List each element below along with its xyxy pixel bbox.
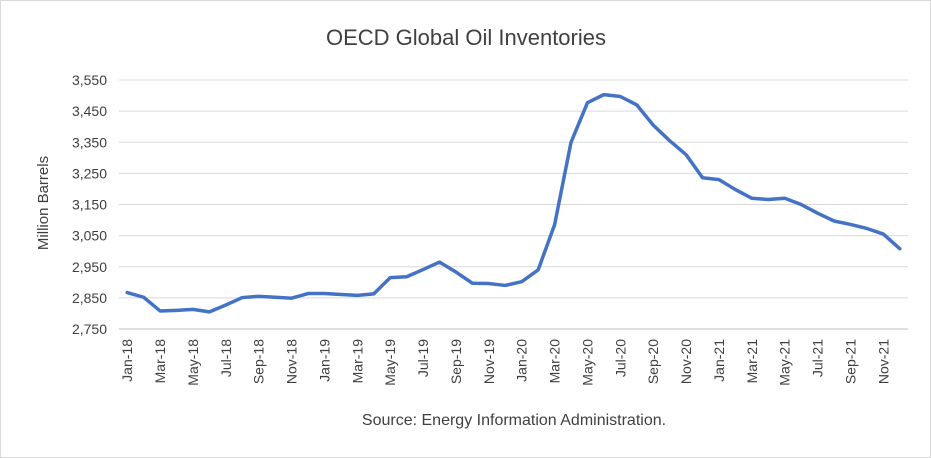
y-axis-ticks: 2,750 2,850 2,950 3,050 3,150 3,250 3,350 3,450… <box>72 72 107 337</box>
x-tick-label: Jul-19 <box>415 339 431 377</box>
x-tick-label: Nov-20 <box>678 339 694 384</box>
x-tick-label: Mar-21 <box>744 339 760 384</box>
x-tick-label: Jul-18 <box>218 339 234 377</box>
y-tick-label: 3,450 <box>72 103 107 119</box>
source-note: Source: Energy Information Administratio… <box>362 412 666 429</box>
x-tick-label: Nov-19 <box>481 339 497 384</box>
x-tick-label: Jan-20 <box>514 339 530 382</box>
x-tick-label: Jan-21 <box>711 339 727 382</box>
x-tick-label: May-21 <box>777 339 793 386</box>
x-tick-label: May-18 <box>185 339 201 386</box>
x-tick-label: Sep-20 <box>645 339 661 384</box>
x-tick-label: Jul-21 <box>810 339 826 377</box>
x-tick-label: Mar-20 <box>547 339 563 384</box>
y-tick-label: 2,850 <box>72 290 107 306</box>
x-tick-label: Mar-18 <box>152 339 168 384</box>
x-tick-label: Sep-21 <box>842 339 858 384</box>
x-axis-ticks: Jan-18 Mar-18 May-18 Jul-18 Sep-18 Nov-18 Jan-… <box>119 339 891 386</box>
series-layer <box>125 92 902 314</box>
y-tick-label: 3,150 <box>72 197 107 213</box>
x-tick-label: Sep-19 <box>448 339 464 384</box>
x-tick-label: Nov-18 <box>284 339 300 384</box>
y-tick-label: 3,350 <box>72 134 107 150</box>
x-tick-label: May-20 <box>579 339 595 386</box>
gridlines <box>119 79 908 330</box>
x-tick-label: Jan-18 <box>119 339 135 382</box>
y-tick-label: 2,950 <box>72 259 107 275</box>
y-tick-label: 2,750 <box>72 321 107 337</box>
x-tick-label: Nov-21 <box>875 339 891 384</box>
x-tick-label: Mar-19 <box>349 339 365 384</box>
x-tick-label: Jul-20 <box>612 339 628 377</box>
x-tick-label: May-19 <box>382 339 398 386</box>
x-tick-label: Sep-18 <box>251 339 267 384</box>
y-tick-label: 3,550 <box>72 72 107 88</box>
y-tick-label: 3,050 <box>72 228 107 244</box>
chart-title: OECD Global Oil Inventories <box>326 25 606 50</box>
y-tick-label: 3,250 <box>72 165 107 181</box>
x-tick-label: Jan-19 <box>316 339 332 382</box>
y-axis-label: Million Barrels <box>35 156 52 250</box>
series-line <box>125 92 902 314</box>
